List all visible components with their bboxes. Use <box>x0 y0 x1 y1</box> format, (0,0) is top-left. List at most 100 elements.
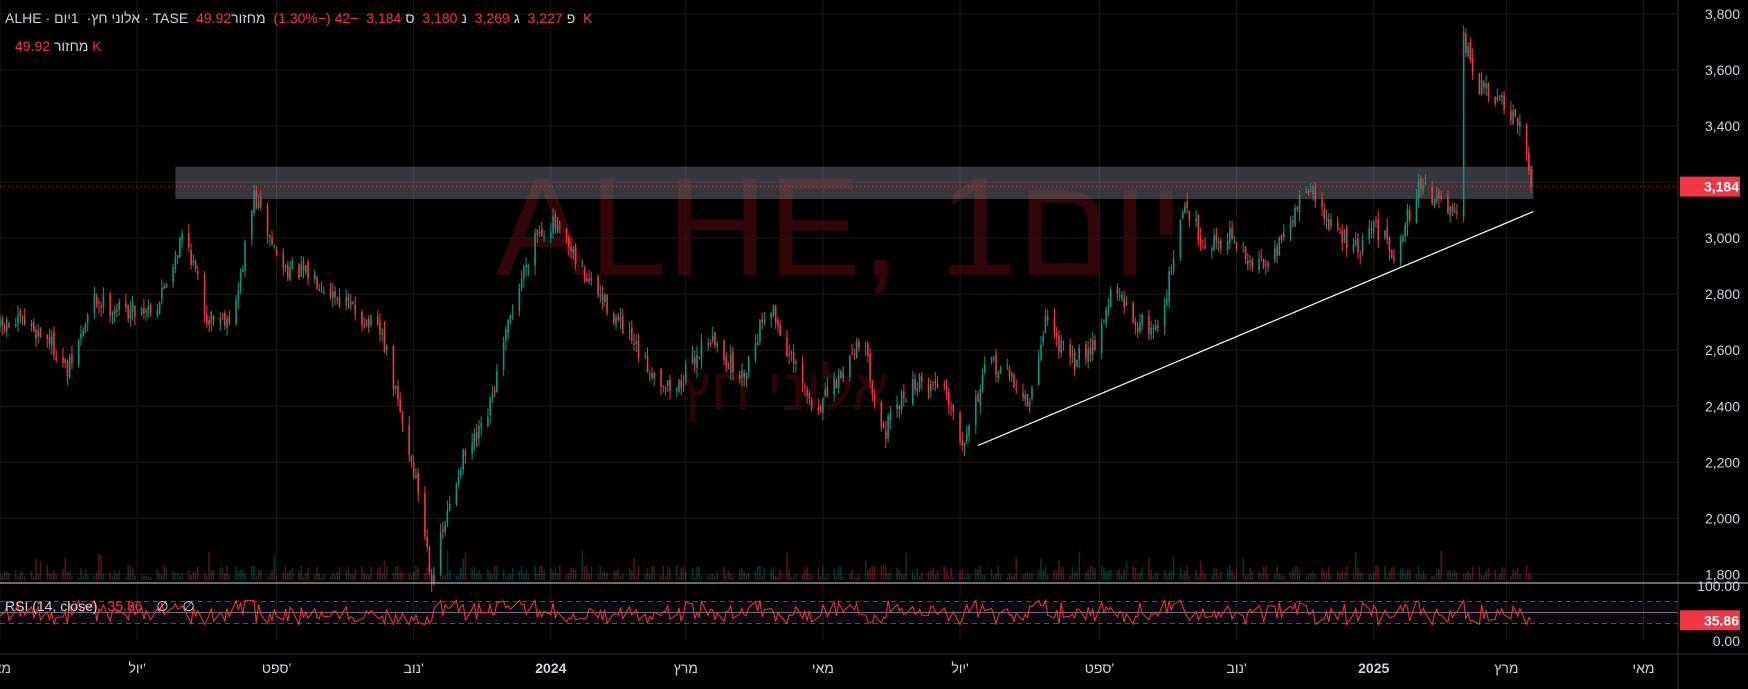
volume-bar <box>927 570 930 580</box>
volume-bar <box>1361 572 1364 580</box>
volume-bar <box>302 576 305 580</box>
candle-body <box>318 289 321 291</box>
candle-body <box>738 374 741 379</box>
volume-bar <box>46 565 49 580</box>
volume-bar <box>867 569 869 580</box>
volume-bar <box>660 575 662 580</box>
rsi-pane <box>0 598 1678 627</box>
rsi-value-label: 35.86 <box>1704 612 1739 628</box>
volume-bar <box>493 565 496 580</box>
volume-bar <box>1467 570 1469 580</box>
x-tick-label: יול' <box>128 660 145 676</box>
volume-bar <box>172 571 174 580</box>
candle-body <box>1125 302 1128 306</box>
candle-body <box>1132 302 1134 324</box>
candle-body <box>102 296 105 308</box>
volume-bar <box>140 574 143 580</box>
volume-bar <box>1478 566 1481 580</box>
candle-body <box>786 337 788 357</box>
volume-bar <box>505 575 507 580</box>
volume-bar <box>648 573 651 580</box>
candle-body <box>1211 248 1213 252</box>
volume-bar <box>873 565 876 580</box>
candle-body <box>628 330 631 332</box>
candle-body <box>1094 339 1096 350</box>
candle-body <box>1118 295 1121 297</box>
rsi-legend-label[interactable]: RSI (14, close) <box>5 598 98 614</box>
volume-bar <box>770 569 772 580</box>
volume-bar <box>554 568 557 580</box>
legend-low-label: נ <box>461 10 467 26</box>
trendline-layer[interactable] <box>977 210 1534 447</box>
candle-body <box>298 263 300 279</box>
volume-bar <box>381 572 384 580</box>
candle-body <box>55 356 58 361</box>
volume-bar <box>206 575 208 580</box>
candle-body <box>1357 238 1359 253</box>
candle-body <box>1485 82 1487 89</box>
candle-body <box>1496 96 1499 101</box>
volume-bar <box>1440 551 1442 580</box>
candle-body <box>255 190 258 209</box>
symbol-legend: ALHE · אלוני חץ· 1יום · TASE פ3,227 ג3,269… <box>5 10 593 26</box>
volume-bar <box>1343 572 1346 580</box>
candle-body <box>345 296 348 305</box>
candle-body <box>1528 152 1530 171</box>
candle-body <box>14 323 17 327</box>
candle-body <box>361 311 363 326</box>
candle-body <box>190 249 192 266</box>
volume-bar <box>727 569 730 580</box>
volume-bar <box>127 565 129 580</box>
volume-bar <box>397 566 399 580</box>
candle-body <box>759 320 761 342</box>
volume-bar <box>1157 572 1159 580</box>
watermark-title: ALHE, 1יום <box>495 148 1184 305</box>
volume-bar <box>273 555 276 580</box>
volume-bar <box>716 571 719 580</box>
volume-bar <box>487 568 489 580</box>
candle-body <box>772 305 775 316</box>
volume-bar <box>367 575 370 580</box>
candle-body <box>329 289 332 297</box>
candle-body <box>1163 304 1166 327</box>
volume-bar <box>268 574 271 580</box>
volume-bar <box>1375 565 1377 580</box>
candle-body <box>1085 343 1087 359</box>
volume-bar <box>826 575 829 580</box>
candle-body <box>1022 392 1024 397</box>
legend-interval[interactable]: 1יום <box>54 10 79 26</box>
volume-bar <box>1078 551 1080 580</box>
volume-bar <box>1073 572 1076 580</box>
volume-bar <box>1359 571 1362 580</box>
candle-body <box>471 442 473 454</box>
volume-bar <box>1451 572 1454 580</box>
volume-legend-label: מחזור <box>53 38 89 54</box>
volume-bar <box>1015 556 1018 580</box>
volume-bar <box>156 569 159 580</box>
volume-bar <box>14 570 17 580</box>
candle-body <box>822 397 824 414</box>
volume-bar <box>869 568 871 580</box>
volume-bar <box>1447 570 1449 580</box>
volume-bar <box>158 572 161 580</box>
legend-symbol[interactable]: ALHE <box>5 10 42 26</box>
candle-body <box>219 317 222 323</box>
volume-bar <box>914 575 916 580</box>
volume-bar <box>824 576 826 580</box>
y-tick-label: 2,200 <box>1705 454 1740 470</box>
volume-bar <box>354 568 357 580</box>
candle-body <box>192 260 195 264</box>
volume-bar <box>1273 574 1276 580</box>
candle-body <box>974 396 977 426</box>
volume-bar <box>71 576 73 580</box>
volume-bar <box>633 557 635 580</box>
legend-close-label: ס <box>405 10 415 26</box>
volume-bar <box>0 573 1 580</box>
last-price-label: 3,184 <box>1704 179 1739 195</box>
legend-low: 3,180 <box>422 10 458 26</box>
volume-bar <box>1028 574 1031 580</box>
volume-bar <box>455 576 458 580</box>
candle-body <box>568 237 570 248</box>
candle-body <box>320 290 323 293</box>
